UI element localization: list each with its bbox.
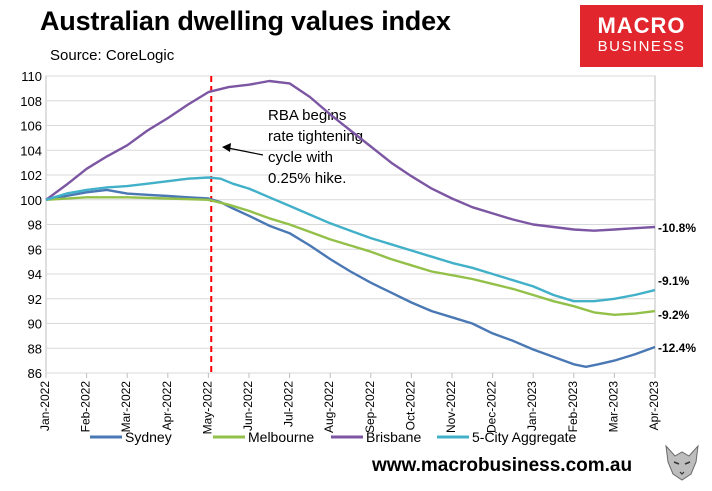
y-tick-label: 106 <box>20 119 42 134</box>
end-label: -12.4% <box>658 341 696 355</box>
x-tick-label: Oct-2022 <box>403 381 417 431</box>
y-tick-label: 88 <box>28 341 42 356</box>
y-tick-label: 104 <box>20 143 42 158</box>
x-tick-label: Apr-2022 <box>160 381 174 431</box>
x-tick-label: Dec-2022 <box>485 381 499 433</box>
y-tick-label: 96 <box>28 242 42 257</box>
x-tick-label: Mar-2023 <box>606 381 620 433</box>
series-line-5-city-aggregate <box>45 176 656 303</box>
legend-label: Sydney <box>125 429 172 445</box>
y-tick-label: 92 <box>28 292 42 307</box>
chart-title: Australian dwelling values index <box>40 6 451 36</box>
end-label: -9.2% <box>658 308 690 322</box>
x-tick-label: Sep-2022 <box>363 381 377 433</box>
annotation-text: 0.25% hike. <box>268 170 346 187</box>
x-tick-label: May-2022 <box>200 381 214 435</box>
series-line-melbourne <box>45 196 656 316</box>
y-tick-label: 90 <box>28 317 42 332</box>
x-tick-label: Jan-2023 <box>525 381 539 431</box>
x-tick-label: Feb-2022 <box>79 381 93 433</box>
y-tick-label: 102 <box>20 168 42 183</box>
annotation-text: RBA begins <box>268 107 346 124</box>
x-tick-label: Jan-2022 <box>38 381 52 431</box>
legend-label: Melbourne <box>248 429 314 445</box>
x-tick-label: Apr-2023 <box>647 381 661 431</box>
x-tick-label: Feb-2023 <box>566 381 580 433</box>
y-tick-label: 110 <box>21 69 42 84</box>
x-tick-label: Aug-2022 <box>322 381 336 433</box>
x-tick-label: Nov-2022 <box>444 381 458 433</box>
chart-source: Source: CoreLogic <box>50 47 175 64</box>
end-label: -9.1% <box>658 274 690 288</box>
x-tick-label: Jun-2022 <box>241 381 255 431</box>
wolf-icon <box>660 440 704 484</box>
series-line-sydney <box>45 188 656 368</box>
website-url[interactable]: www.macrobusiness.com.au <box>372 455 633 476</box>
annotation-text: cycle with <box>268 149 333 166</box>
legend-label: Brisbane <box>366 429 421 445</box>
end-label: -10.8% <box>658 221 696 235</box>
x-tick-label: Jul-2022 <box>282 381 296 427</box>
series-line-brisbane <box>45 79 656 232</box>
x-tick-label: Mar-2022 <box>119 381 133 433</box>
y-tick-label: 98 <box>28 218 42 233</box>
y-tick-label: 94 <box>28 267 42 282</box>
y-tick-label: 108 <box>20 94 42 109</box>
annotation-arrowhead <box>222 143 231 152</box>
y-tick-label: 86 <box>28 366 42 381</box>
logo-line-2: BUSINESS <box>597 38 686 55</box>
annotation-arrow <box>227 147 264 156</box>
legend-label: 5-City Aggregate <box>472 429 576 445</box>
logo-line-1: MACRO <box>597 13 686 38</box>
y-tick-label: 100 <box>20 193 42 208</box>
macrobusiness-logo: MACRO BUSINESS <box>580 5 703 67</box>
annotation-text: rate tightening <box>268 128 363 145</box>
